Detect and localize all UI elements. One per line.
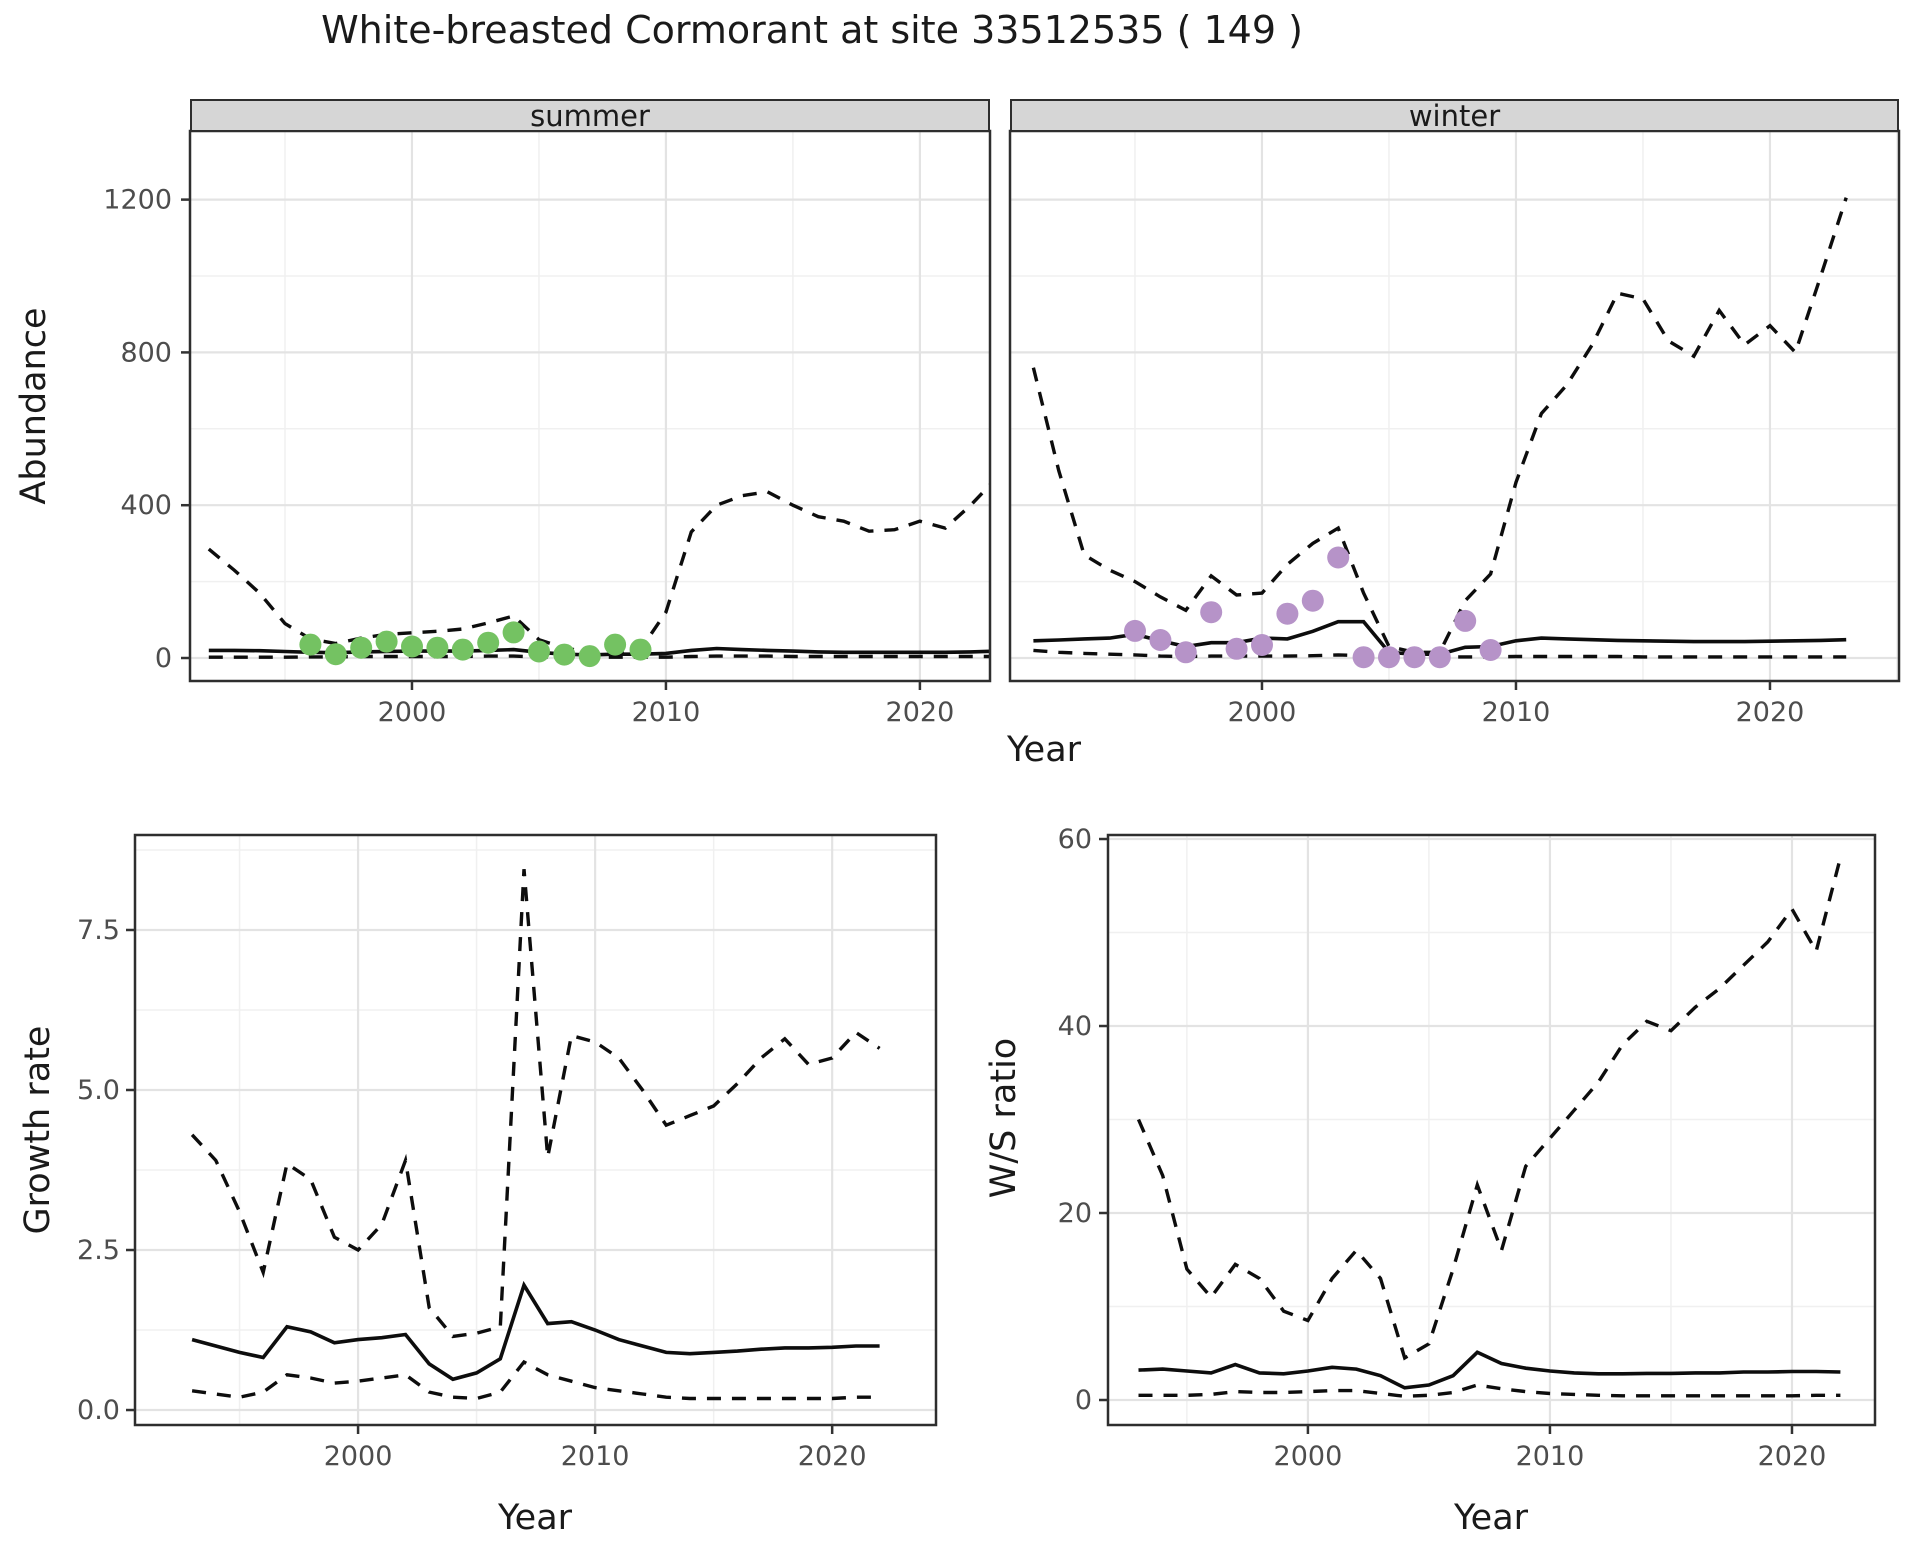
observation-point	[375, 630, 398, 653]
observation-point	[1403, 646, 1426, 669]
growth-rate-axis-title: Growth rate	[18, 1025, 58, 1235]
y-tick-label: 2.5	[77, 1235, 120, 1266]
observation-point	[1378, 646, 1400, 669]
x-tick-label: 2000	[324, 1441, 393, 1472]
observation-point	[324, 643, 347, 666]
x-tick-label: 2020	[1758, 1441, 1827, 1472]
y-tick-label: 5.0	[77, 1075, 120, 1106]
observation-point	[1200, 601, 1223, 624]
year-axis-title-bottom-right: Year	[1453, 1498, 1529, 1538]
median-line	[1138, 1350, 1841, 1390]
x-tick-label: 2010	[1482, 697, 1551, 728]
observation-point	[1428, 646, 1451, 669]
panel-background	[1010, 131, 1899, 681]
observation-point	[1276, 602, 1299, 625]
facet-strip-winter: winter	[1010, 98, 1899, 133]
observation-point	[451, 638, 474, 661]
observation-point	[502, 621, 525, 644]
observation-point	[401, 635, 423, 658]
observation-point	[1301, 589, 1324, 612]
observation-point	[1479, 639, 1502, 661]
x-tick-label: 2020	[798, 1441, 867, 1472]
observation-point	[1149, 629, 1172, 651]
lower-ci-line	[1138, 1383, 1841, 1399]
y-tick-label: 1200	[103, 185, 172, 216]
panel-border	[133, 833, 938, 1427]
panel-background	[135, 835, 936, 1425]
observation-point	[299, 633, 322, 656]
median-line	[191, 1280, 880, 1382]
lower-ci-line	[191, 1359, 880, 1401]
x-tick-label: 2010	[632, 697, 701, 728]
abundance-axis-title: Abundance	[14, 307, 54, 505]
year-axis-title-bottom-left: Year	[497, 1498, 573, 1538]
panel-background	[190, 131, 990, 681]
observation-point	[604, 633, 627, 656]
observation-point	[350, 636, 373, 659]
y-tick-label: 400	[120, 490, 172, 521]
facet-strip-summer: summer	[190, 98, 990, 133]
chart-title: White-breasted Cormorant at site 3351253…	[321, 8, 1303, 52]
facet-strip-winter-label: winter	[1408, 98, 1501, 133]
observation-point	[553, 643, 576, 666]
observation-point	[426, 636, 449, 659]
observation-point	[1225, 637, 1248, 660]
ws-ratio-axis-title: W/S ratio	[984, 1037, 1024, 1199]
y-tick-label: 800	[120, 337, 172, 368]
x-tick-label: 2000	[1228, 697, 1297, 728]
observation-point	[578, 645, 601, 668]
observation-point	[629, 638, 652, 661]
upper-ci-line	[207, 482, 990, 654]
y-tick-label: 7.5	[77, 915, 120, 946]
y-tick-label: 20	[1058, 1198, 1092, 1229]
x-tick-label: 2000	[378, 697, 447, 728]
observation-point	[1352, 646, 1375, 669]
panel-border	[1106, 833, 1877, 1427]
y-tick-label: 0	[155, 643, 172, 674]
observation-point	[528, 640, 550, 663]
year-axis-title-top: Year	[1006, 730, 1082, 770]
observation-point	[1327, 546, 1350, 569]
y-tick-label: 0	[1075, 1385, 1092, 1416]
x-tick-label: 2010	[561, 1441, 630, 1472]
observation-point	[1454, 609, 1477, 632]
y-tick-label: 40	[1058, 1011, 1092, 1042]
observation-point	[1251, 634, 1273, 656]
upper-ci-line	[1136, 857, 1843, 1361]
upper-ci-line	[1031, 197, 1848, 654]
observation-point	[1174, 641, 1197, 664]
upper-ci-line	[190, 869, 881, 1339]
y-tick-label: 60	[1058, 824, 1092, 855]
y-tick-label: 0.0	[77, 1395, 120, 1426]
panel-background	[1108, 835, 1875, 1425]
facet-strip-summer-label: summer	[530, 98, 650, 133]
observation-point	[477, 631, 500, 654]
x-tick-label: 2020	[886, 697, 955, 728]
x-tick-label: 2010	[1516, 1441, 1585, 1472]
x-tick-label: 2000	[1274, 1441, 1343, 1472]
observation-point	[1124, 619, 1146, 642]
x-tick-label: 2020	[1736, 697, 1805, 728]
